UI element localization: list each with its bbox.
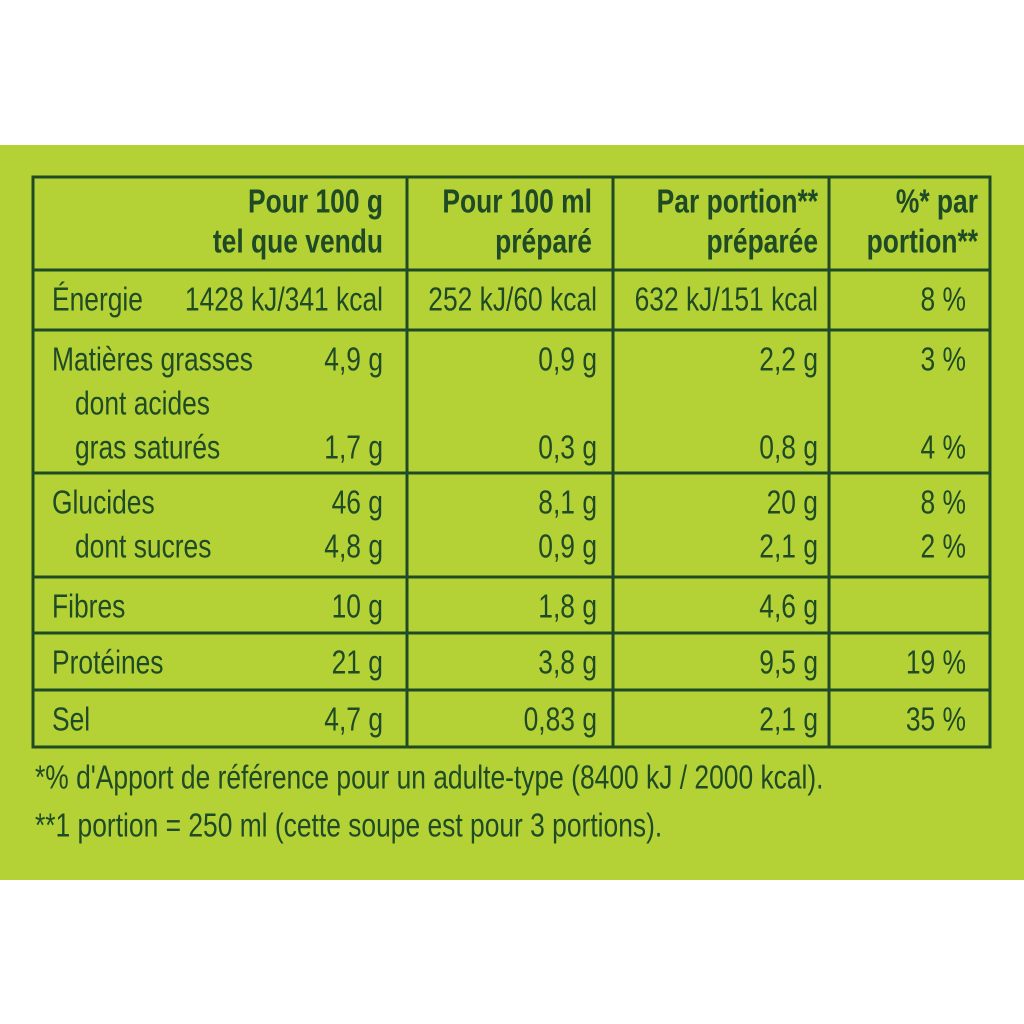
- cell-value: 2,2 g: [759, 342, 818, 378]
- cell-value: 20 g: [767, 485, 818, 521]
- header-text: Par portion**: [657, 184, 819, 220]
- row-label: Fibres: [52, 589, 125, 625]
- cell-value: 46 g: [332, 485, 383, 521]
- cell-value: 4,6 g: [759, 589, 818, 625]
- footnote: *% d'Apport de référence pour un adulte-…: [35, 760, 824, 796]
- row-label: Sel: [52, 702, 90, 738]
- cell-value: 0,3 g: [538, 430, 597, 466]
- header-text: %* par: [896, 184, 978, 220]
- footnote: **1 portion = 250 ml (cette soupe est po…: [35, 808, 662, 844]
- header-text: Pour 100 g: [248, 184, 383, 220]
- cell-value: 21 g: [332, 645, 383, 681]
- cell-value: 3 %: [921, 342, 966, 378]
- row-label: Matières grasses: [52, 342, 253, 378]
- table-border: [31, 175, 992, 749]
- row-label: Protéines: [52, 645, 164, 681]
- cell-value: 2 %: [921, 529, 966, 565]
- header-text: portion**: [867, 224, 979, 260]
- cell-value: 0,9 g: [538, 529, 597, 565]
- cell-value: 19 %: [906, 645, 966, 681]
- cell-value: 1428 kJ/341 kcal: [185, 282, 383, 318]
- background-band: [0, 145, 1024, 880]
- cell-value: 8 %: [921, 282, 966, 318]
- header-text: préparée: [706, 224, 818, 260]
- cell-value: 4 %: [921, 430, 966, 466]
- row-label: Glucides: [52, 485, 155, 521]
- cell-value: 1,8 g: [538, 589, 597, 625]
- cell-value: 0,9 g: [538, 342, 597, 378]
- cell-value: 4,8 g: [324, 529, 383, 565]
- header-text: préparé: [495, 224, 592, 260]
- cell-value: 0,83 g: [524, 702, 597, 738]
- cell-value: 632 kJ/151 kcal: [635, 282, 818, 318]
- cell-value: 8 %: [921, 485, 966, 521]
- cell-value: 8,1 g: [538, 485, 597, 521]
- row-label: Énergie: [52, 282, 143, 318]
- cell-value: 0,8 g: [759, 430, 818, 466]
- header-text: tel que vendu: [213, 224, 383, 260]
- cell-value: 3,8 g: [538, 645, 597, 681]
- cell-value: 2,1 g: [759, 529, 818, 565]
- cell-value: 10 g: [332, 589, 383, 625]
- cell-value: 35 %: [906, 702, 966, 738]
- row-label: gras saturés: [75, 430, 220, 466]
- header-text: Pour 100 ml: [442, 184, 592, 220]
- cell-value: 2,1 g: [759, 702, 818, 738]
- cell-value: 9,5 g: [759, 645, 818, 681]
- cell-value: 1,7 g: [324, 430, 383, 466]
- cell-value: 4,9 g: [324, 342, 383, 378]
- cell-value: 4,7 g: [324, 702, 383, 738]
- cell-value: 252 kJ/60 kcal: [428, 282, 597, 318]
- row-label: dont sucres: [75, 529, 211, 565]
- row-label: dont acides: [75, 386, 210, 422]
